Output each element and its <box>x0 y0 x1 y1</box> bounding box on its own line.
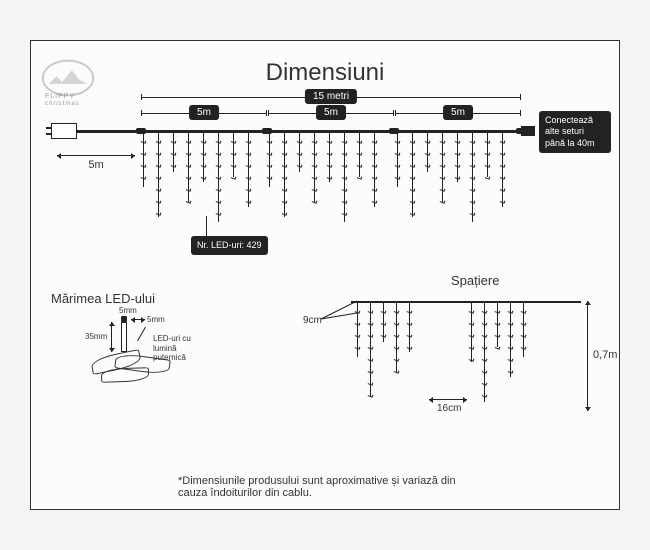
dim-07m <box>587 301 588 411</box>
leader-line <box>206 216 207 236</box>
led-size-diagram: 5mm 5mm 35mm LED-uri cu lumină puternică <box>81 316 201 436</box>
end-connector-icon <box>521 126 535 136</box>
dim-seg1-label: 5m <box>189 105 219 120</box>
main-cable <box>141 130 521 133</box>
led-count-label: Nr. LED-uri: 429 <box>191 236 268 255</box>
spacing-heading: Spațiere <box>451 273 499 288</box>
page-title: Dimensiuni <box>266 59 385 87</box>
footnote: *Dimensiunile produsului sunt aproximati… <box>178 475 472 499</box>
cable-node <box>136 128 146 134</box>
plug-icon <box>51 123 77 139</box>
cable-node <box>262 128 272 134</box>
spacing-9cm: 9cm <box>303 315 322 326</box>
connect-note: Conectează alte seturi până la 40m <box>539 111 611 153</box>
led-size-heading: Mărimea LED-ului <box>51 291 155 306</box>
spacing-07m: 0,7m <box>593 349 617 361</box>
brand-text: FLIPPYchristmas <box>45 93 80 107</box>
dim-seg2-label: 5m <box>316 105 346 120</box>
lead-cable <box>77 130 141 133</box>
dim-seg3-label: 5m <box>443 105 473 120</box>
spacing-16cm: 16cm <box>437 403 461 414</box>
dim-lead <box>57 155 135 156</box>
diagram-canvas: Dimensiuni FLIPPYchristmas 15 metri 5m 5… <box>30 40 620 510</box>
dim-total-label: 15 metri <box>305 89 357 104</box>
callout-9cm <box>319 299 369 329</box>
spacing-cable <box>351 301 581 303</box>
dim-lead-label: 5m <box>88 159 103 171</box>
dim-16cm <box>429 399 467 400</box>
